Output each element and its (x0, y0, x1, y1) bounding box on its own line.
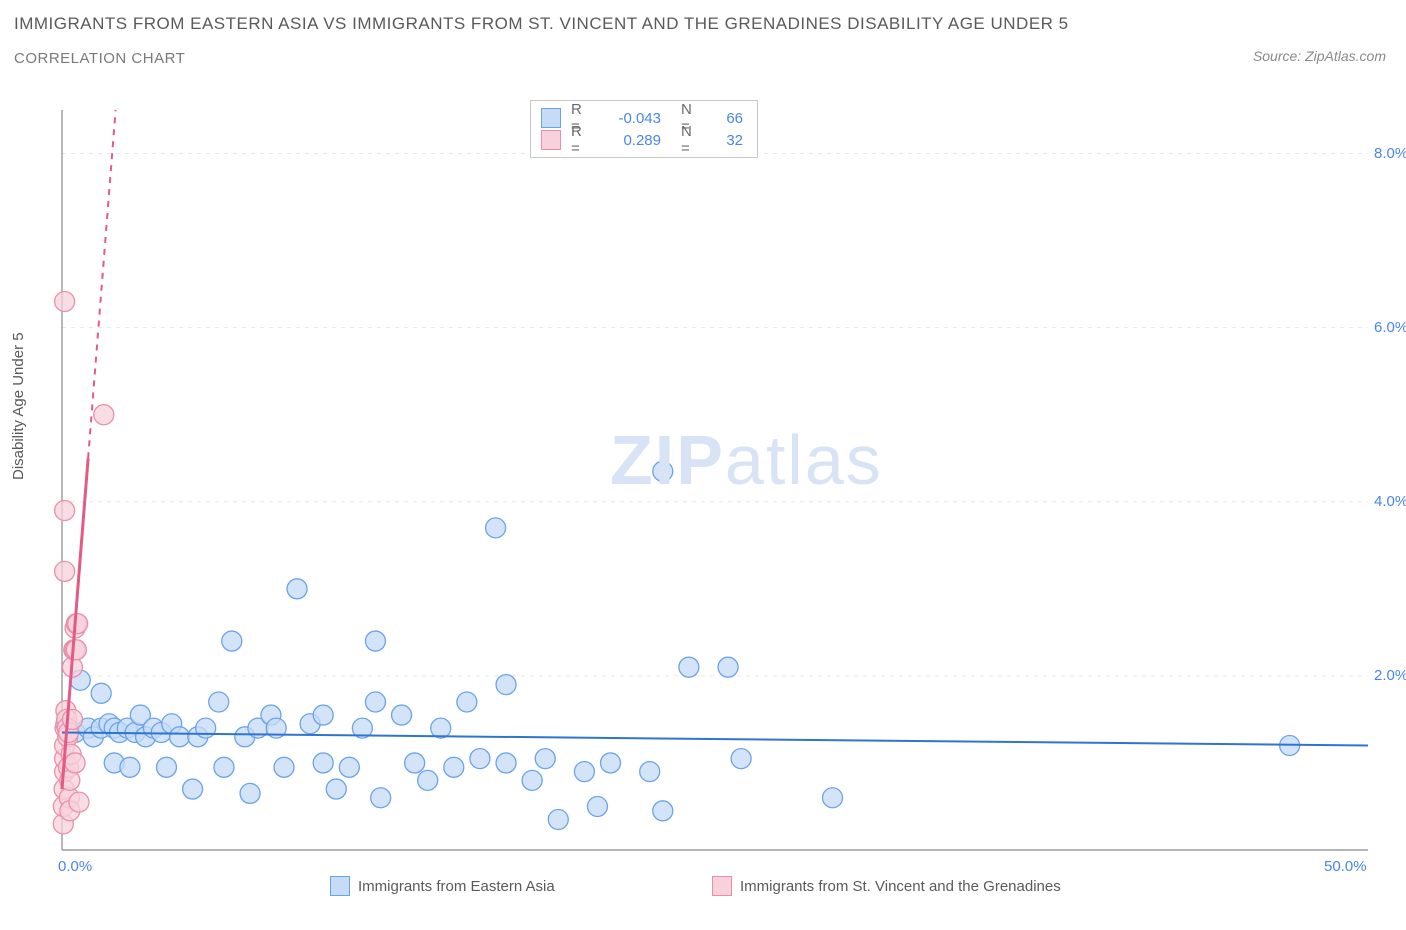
scatter-svg (50, 100, 1380, 870)
y-axis-label: Disability Age Under 5 (10, 332, 27, 480)
legend-item: Immigrants from Eastern Asia (330, 876, 555, 896)
x-tick: 50.0% (1324, 858, 1367, 875)
stat-r-value: -0.043 (603, 110, 661, 127)
chart-subtitle: CORRELATION CHART (14, 50, 185, 67)
legend-item: Immigrants from St. Vincent and the Gren… (712, 876, 1061, 896)
y-tick: 4.0% (1374, 493, 1406, 510)
legend-swatch (330, 876, 350, 896)
y-tick: 2.0% (1374, 667, 1406, 684)
y-tick: 6.0% (1374, 319, 1406, 336)
legend-label: Immigrants from St. Vincent and the Gren… (740, 878, 1061, 895)
y-tick: 8.0% (1374, 145, 1406, 162)
stat-n-label: N = (681, 123, 703, 157)
stat-n-value: 66 (713, 110, 743, 127)
chart-container: IMMIGRANTS FROM EASTERN ASIA VS IMMIGRAN… (0, 0, 1406, 930)
plot-area (50, 100, 1380, 870)
chart-title: IMMIGRANTS FROM EASTERN ASIA VS IMMIGRAN… (14, 14, 1069, 34)
stats-row: R =0.289N =32 (541, 129, 743, 151)
source-label: Source: ZipAtlas.com (1253, 48, 1386, 64)
x-tick: 0.0% (58, 858, 92, 875)
legend-swatch (712, 876, 732, 896)
legend-label: Immigrants from Eastern Asia (358, 878, 555, 895)
stats-legend: R = -0.043 N = 66 R =0.289N =32 (530, 100, 758, 158)
legend-swatch (541, 130, 561, 150)
legend-swatch (541, 108, 561, 128)
stat-r-label: R = (571, 123, 593, 157)
stat-n-value: 32 (713, 132, 743, 149)
stat-r-value: 0.289 (603, 132, 661, 149)
